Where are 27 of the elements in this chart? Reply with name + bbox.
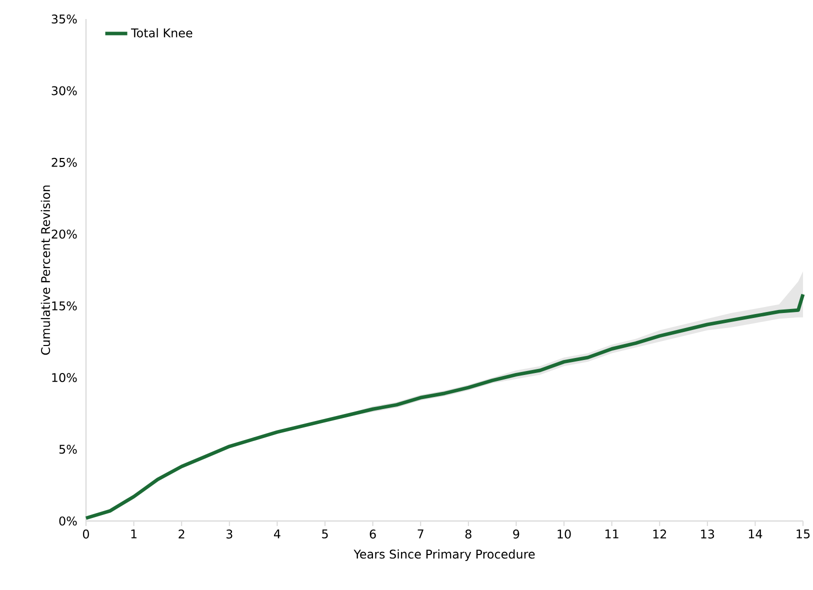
- y-tick-label: 10%: [52, 373, 77, 382]
- x-tick-label: 14: [748, 530, 762, 538]
- x-tick-label: 6: [370, 530, 376, 539]
- x-tick-label: 13: [701, 530, 714, 539]
- legend-label: Total Knee: [130, 28, 192, 38]
- x-tick-label: 11: [606, 530, 618, 538]
- y-tick-label: 25%: [52, 158, 77, 167]
- x-tick-label: 0: [82, 530, 90, 539]
- x-tick-label: 4: [274, 530, 280, 538]
- y-tick-label: 15%: [52, 301, 77, 310]
- x-tick-label: 7: [418, 530, 424, 538]
- y-tick-label: 30%: [52, 86, 77, 96]
- x-tick-label: 9: [513, 530, 520, 539]
- x-tick-label: 2: [178, 530, 184, 538]
- x-tick-label: 12: [653, 530, 666, 538]
- x-tick-label: 1: [131, 530, 136, 538]
- x-tick-label: 15: [796, 530, 810, 538]
- y-tick-label: 5%: [59, 444, 77, 454]
- x-tick-label: 3: [226, 530, 232, 539]
- y-axis-title: Cumulative Percent Revision: [40, 186, 50, 355]
- x-tick-label: 8: [465, 530, 472, 539]
- x-tick-label: 10: [558, 530, 571, 539]
- x-axis-title: Years Since Primary Procedure: [354, 549, 535, 561]
- x-tick-label: 5: [322, 530, 328, 538]
- y-tick-label: 0%: [59, 516, 77, 526]
- y-tick-label: 20%: [52, 230, 77, 239]
- y-tick-label: 35%: [52, 14, 77, 24]
